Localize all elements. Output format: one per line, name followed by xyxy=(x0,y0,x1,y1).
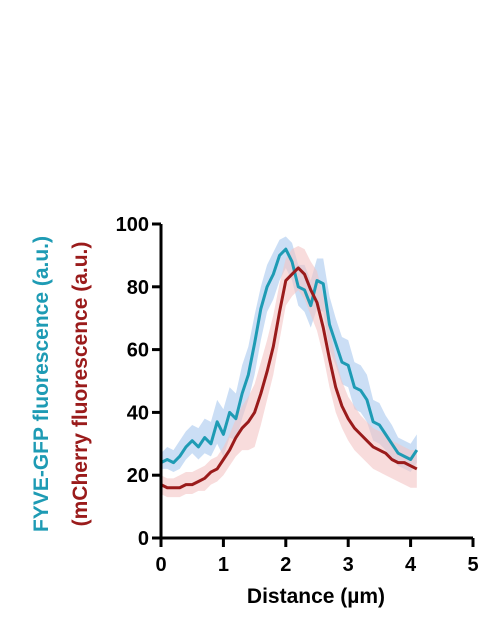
y-tick-label: 0 xyxy=(138,528,149,550)
y-tick-label: 20 xyxy=(127,465,149,487)
axes xyxy=(159,224,473,540)
error-band-1 xyxy=(161,245,417,498)
y-tick-label: 100 xyxy=(116,214,149,236)
x-axis-label: Distance (µm) xyxy=(247,585,385,608)
y-tick-label: 60 xyxy=(127,340,149,362)
x-tick-label: 1 xyxy=(218,554,229,576)
y-ticks: 0 20 40 60 80 100 xyxy=(116,214,161,550)
x-tick-label: 0 xyxy=(155,554,166,576)
x-tick-label: 4 xyxy=(405,554,417,576)
x-ticks: 0 1 2 3 4 5 xyxy=(155,538,479,576)
x-tick-label: 5 xyxy=(467,554,478,576)
y-axis-label-mcherry: (mCherry fluorescence (a.u.) xyxy=(69,242,92,527)
x-tick-label: 3 xyxy=(343,554,354,576)
y-tick-label: 40 xyxy=(127,402,149,424)
x-tick-label: 2 xyxy=(280,554,291,576)
y-tick-label: 80 xyxy=(127,277,149,299)
error-band-0 xyxy=(161,236,417,473)
y-axis-label-fyve: FYVE-GFP fluorescence (a.u.) xyxy=(30,236,53,532)
series-line-0 xyxy=(160,247,419,465)
series-line-1 xyxy=(160,266,418,490)
series-lines xyxy=(160,247,419,490)
error-bands xyxy=(161,236,417,498)
